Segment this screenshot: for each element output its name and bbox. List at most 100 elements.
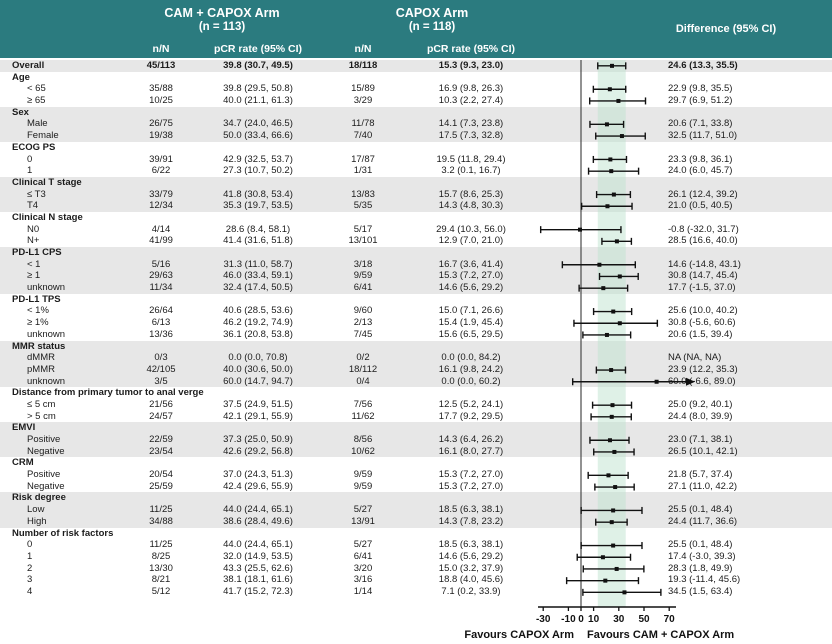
pcr-cell — [394, 528, 548, 540]
subgroup-label: Male — [27, 118, 48, 130]
subgroup-label: dMMR — [27, 352, 55, 364]
nn-cell: 13/30 — [149, 562, 173, 574]
nn-cell: 12/34 — [149, 200, 173, 212]
section-header-row: ECOG PS — [0, 142, 832, 154]
plot-cell-cell — [548, 305, 668, 317]
nn-cell: 20/54 — [149, 469, 173, 481]
plot-cell-cell — [548, 200, 668, 212]
nn-cell: 13/36 — [149, 328, 173, 340]
table-row: ≥ 1 29/63 46.0 (33.4, 59.1) 9/59 15.3 (7.2, … — [0, 270, 832, 283]
pcr-cell — [394, 72, 548, 84]
diff-cell: 23.3 (9.8, 36.1) — [668, 153, 733, 165]
nn-cell — [138, 177, 184, 189]
nn-cell: 25/59 — [149, 480, 173, 492]
plot-cell-cell — [548, 457, 668, 469]
pcr-cell — [184, 142, 332, 154]
subgroup-label: T4 — [27, 200, 39, 212]
diff-cell: 22.9 (9.8, 35.5) — [668, 83, 733, 95]
pcr-cell: 46.0 (33.4, 59.1) — [223, 270, 293, 282]
table-row: Positive 22/59 37.3 (25.0, 50.9) 8/56 14.3 (… — [0, 434, 832, 446]
difference-column-header: Difference (95% CI) — [675, 23, 777, 35]
pcr-cell: 41.4 (31.6, 51.8) — [223, 235, 293, 247]
overall-row: Overall 45/113 39.8 (30.7, 49.5) 18/118 15.3… — [0, 60, 832, 72]
table-row: > 5 cm 24/57 42.1 (29.1, 55.9) 11/62 17.7 (9… — [0, 411, 832, 423]
pcr-cell: 31.3 (11.0, 58.7) — [223, 258, 293, 270]
nn-cell: 26/64 — [149, 305, 173, 317]
nn-cell: 45/113 — [146, 60, 176, 71]
pcr-cell: 46.2 (19.2, 74.9) — [223, 317, 293, 329]
table-row: dMMR 0/3 0.0 (0.0, 70.8) 0/2 0.0 (0.0, 84.2)… — [0, 352, 832, 364]
nn-cell: 1/14 — [353, 585, 373, 597]
axis-tick-label: 0 — [578, 614, 584, 625]
nn-cell: 18/118 — [348, 60, 378, 71]
nn-cell — [332, 212, 394, 224]
pcr-cell: 42.9 (32.5, 53.7) — [223, 153, 293, 165]
diff-cell: 20.6 (1.5, 39.4) — [668, 328, 733, 340]
section-header-row: Distance from primary tumor to anal verg… — [0, 387, 832, 399]
nn-cell — [138, 294, 184, 306]
nn-cell: 22/59 — [149, 434, 173, 445]
nn-cell: 33/79 — [149, 188, 173, 200]
plot-cell-cell — [548, 177, 668, 189]
table-row: T4 12/34 35.3 (19.7, 53.5) 5/35 14.3 (4.8, 3… — [0, 200, 832, 212]
diff-cell: 19.3 (-11.4, 45.6) — [668, 574, 741, 586]
plot-cell-cell — [548, 212, 668, 224]
pcr-cell — [184, 341, 332, 353]
nn-cell: 3/29 — [353, 95, 373, 107]
plot-cell-cell — [548, 154, 668, 166]
diff-cell: 28.3 (1.8, 49.9) — [668, 562, 733, 574]
table-row: ≥ 1% 6/13 46.2 (19.2, 74.9) 2/13 15.4 (1.9, … — [0, 317, 832, 329]
diff-cell — [668, 341, 832, 353]
subgroup-label: Clinical N stage — [12, 211, 83, 223]
table-row: < 1% 26/64 40.6 (28.5, 53.6) 9/60 15.0 (7.1,… — [0, 305, 832, 317]
diff-cell: 25.0 (9.2, 40.1) — [668, 398, 733, 410]
pcr-cell — [184, 457, 332, 469]
diff-cell: 24.0 (6.0, 45.7) — [668, 165, 733, 177]
diff-cell: 24.4 (8.0, 39.9) — [668, 410, 733, 422]
nn-cell: 19/38 — [149, 130, 173, 142]
pcr-cell: 41.8 (30.8, 53.4) — [223, 188, 293, 200]
nn-cell: 15/89 — [351, 83, 375, 95]
table-row: N+ 41/99 41.4 (31.6, 51.8) 13/101 12.9 (7.0,… — [0, 235, 832, 247]
plot-cell-cell — [548, 235, 668, 247]
axis-tick-label: 50 — [638, 614, 650, 625]
pcr-cell: 15.4 (1.9, 45.4) — [438, 317, 504, 329]
table-row: 0 11/25 44.0 (24.4, 65.1) 5/27 18.5 (6.3, 38… — [0, 539, 832, 551]
pcr-cell: 18.5 (6.3, 38.1) — [438, 539, 504, 551]
nn-cell: 11/34 — [149, 282, 173, 294]
table-row: 4 5/12 41.7 (15.2, 72.3) 1/14 7.1 (0.2, 33.9… — [0, 586, 832, 598]
label-column-header — [0, 43, 138, 55]
plot-cell-cell — [548, 165, 668, 177]
subgroup-label: PD-L1 TPS — [12, 293, 61, 305]
table-row: N0 4/14 28.6 (8.4, 58.1) 5/17 29.4 (10.3, 56… — [0, 224, 832, 236]
nn-cell: 3/18 — [353, 258, 373, 270]
pcr-cell: 37.0 (24.3, 51.3) — [223, 469, 293, 481]
table-row: 1 6/22 27.3 (10.7, 50.2) 1/31 3.2 (0.1, 16.7… — [0, 165, 832, 177]
pcr-cell: 34.7 (24.0, 46.5) — [223, 118, 293, 130]
plot-cell-cell — [548, 446, 668, 458]
pcr-cell: 60.0 (14.7, 94.7) — [223, 375, 293, 387]
section-header-row: Clinical T stage — [0, 176, 832, 189]
subgroup-label: < 1 — [27, 258, 41, 270]
subgroup-label: 4 — [27, 585, 33, 597]
plot-cell-cell — [548, 539, 668, 551]
pcr-cell: 3.2 (0.1, 16.7) — [441, 165, 501, 177]
nn-cell: 13/83 — [351, 188, 375, 200]
nn-cell: 9/59 — [353, 270, 373, 282]
subgroup-label: ≥ 65 — [27, 95, 46, 107]
pcr-cell: 15.7 (8.6, 25.3) — [438, 188, 504, 200]
pcr-cell: 38.1 (18.1, 61.6) — [223, 574, 293, 586]
pcr-cell: 29.4 (10.3, 56.0) — [436, 223, 506, 235]
diff-cell: 25.6 (10.0, 40.2) — [668, 305, 738, 317]
nn-cell — [138, 142, 184, 154]
table-row: 1 8/25 32.0 (14.9, 53.5) 6/41 14.6 (5.6, 29.… — [0, 551, 832, 563]
table-row: 0 39/91 42.9 (32.5, 53.7) 17/87 19.5 (11.8, … — [0, 154, 832, 166]
table-row: 2 13/30 43.3 (25.5, 62.6) 3/20 15.0 (3.2, 37… — [0, 563, 832, 575]
diff-cell — [668, 387, 832, 399]
pcr-cell: 19.5 (11.8, 29.4) — [436, 153, 506, 165]
nn-cell: 5/27 — [353, 504, 373, 516]
subgroup-label: ≥ 1 — [27, 270, 41, 282]
nn-cell: 0/3 — [154, 352, 168, 364]
table-row: High 34/88 38.6 (28.4, 49.6) 13/91 14.3 (7.8… — [0, 515, 832, 528]
